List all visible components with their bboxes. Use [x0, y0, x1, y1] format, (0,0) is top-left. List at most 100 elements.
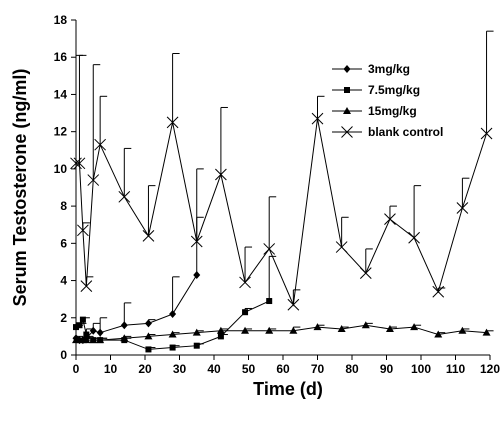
data-point-blank-control [80, 280, 93, 292]
axes [75, 20, 490, 356]
y-axis-title: Serum Testosterone (ng/ml) [10, 69, 30, 307]
data-point-15mg-kg [265, 326, 274, 334]
error-bar [172, 276, 180, 315]
error-bar [99, 95, 108, 145]
data-point-15mg-kg [434, 330, 443, 338]
y-tick-label: 10 [54, 162, 68, 176]
error-bar [365, 248, 373, 274]
data-point-7-5mg-kg [193, 342, 200, 349]
data-point-blank-control [335, 241, 348, 253]
x-tick-label: 10 [104, 362, 118, 376]
x-tick-label: 90 [380, 362, 394, 376]
x-tick-label: 0 [73, 362, 80, 376]
data-point-3mg-kg [169, 310, 177, 319]
data-point-blank-control-stroke [480, 127, 493, 140]
data-point-blank-control-stroke [287, 298, 300, 311]
y-tick-label: 8 [60, 199, 67, 213]
legend-item: 3mg/kg [332, 62, 410, 76]
series-line-blank-control [76, 118, 488, 307]
data-point-blank-control [118, 190, 131, 203]
error-bar [244, 246, 253, 283]
y-tick-label: 12 [54, 125, 68, 139]
data-point-7-5mg-kg [217, 333, 224, 340]
data-point-blank-control [384, 213, 396, 225]
data-point-15mg-kg [144, 332, 153, 340]
y-tick-label: 18 [54, 13, 68, 27]
data-point-blank-control-stroke [335, 241, 348, 253]
y-ticks: 0 2 4 6 8 10 12 14 16 18 [54, 13, 76, 362]
data-point-15mg-kg [289, 326, 298, 334]
y-tick-label: 16 [54, 50, 68, 64]
data-point-blank-control [190, 235, 203, 248]
legend-label: 3mg/kg [368, 62, 410, 76]
data-point-blank-control [480, 127, 493, 140]
error-bar [486, 30, 494, 134]
data-point-blank-control [456, 202, 469, 214]
x-tick-label: 60 [276, 362, 290, 376]
error-bars [75, 30, 494, 350]
error-bar [341, 216, 349, 248]
legend-item: blank control [332, 125, 443, 139]
data-point-blank-control-stroke [215, 168, 227, 181]
legend-marker [343, 107, 351, 114]
x-tick-label: 50 [242, 362, 256, 376]
error-bar [123, 147, 132, 197]
data-point-15mg-kg [89, 336, 98, 344]
data-point-15mg-kg [192, 328, 201, 336]
data-point-3mg-kg [144, 319, 152, 328]
error-bar [147, 185, 156, 236]
data-point-blank-control-stroke [77, 224, 89, 237]
x-tick-label: 100 [411, 362, 431, 376]
data-point-blank-control-stroke [311, 112, 324, 125]
data-point-blank-control-stroke [142, 230, 155, 242]
data-point-blank-control-stroke [87, 174, 100, 186]
data-point-15mg-kg [168, 330, 177, 338]
legend-marker [344, 87, 350, 93]
legend: 3mg/kg 7.5mg/kg 15mg/kg blank control [332, 62, 443, 139]
data-point-blank-control-stroke [239, 276, 251, 289]
data-point-15mg-kg [361, 321, 370, 329]
data-point-15mg-kg [482, 328, 491, 336]
data-point-blank-control-stroke [263, 243, 276, 255]
data-point-7-5mg-kg [83, 331, 90, 338]
error-bar [268, 196, 277, 249]
error-bar [92, 64, 101, 181]
x-tick-label: 70 [311, 362, 325, 376]
data-point-blank-control [263, 243, 276, 255]
data-point-3mg-kg [89, 326, 97, 335]
x-tick-label: 110 [446, 362, 466, 376]
data-point-3mg-kg [120, 321, 128, 330]
legend-label: 7.5mg/kg [368, 83, 420, 97]
data-point-blank-control-stroke [190, 235, 203, 248]
data-point-7-5mg-kg [79, 316, 86, 323]
data-point-15mg-kg [385, 324, 394, 332]
data-point-3mg-kg [96, 328, 104, 337]
data-point-15mg-kg [313, 323, 322, 331]
series-markers [70, 112, 493, 353]
data-point-blank-control-stroke [359, 267, 372, 279]
data-point-blank-control [142, 230, 155, 242]
series-line-15mg-kg [76, 324, 487, 341]
data-point-7-5mg-kg [145, 346, 152, 353]
data-point-blank-control-stroke [166, 116, 179, 129]
data-point-blank-control [87, 174, 100, 186]
legend-marker [341, 126, 353, 138]
x-tick-label: 30 [173, 362, 187, 376]
x-tick-label: 20 [138, 362, 152, 376]
data-point-15mg-kg [241, 326, 250, 334]
data-point-blank-control [311, 112, 324, 125]
error-bar [389, 205, 397, 220]
y-tick-label: 6 [60, 236, 67, 250]
y-tick-label: 0 [60, 348, 67, 362]
data-point-15mg-kg [337, 324, 346, 332]
y-tick-label: 2 [60, 311, 67, 325]
data-point-7-5mg-kg [169, 344, 176, 351]
legend-marker [343, 65, 351, 73]
error-bar [461, 177, 470, 208]
data-point-15mg-kg [216, 326, 225, 334]
data-point-15mg-kg [120, 334, 129, 342]
x-tick-label: 40 [207, 362, 221, 376]
data-point-blank-control-stroke [80, 280, 93, 292]
x-axis-title: Time (d) [253, 379, 323, 399]
